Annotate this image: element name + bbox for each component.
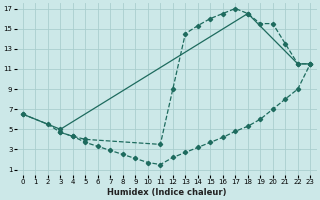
- X-axis label: Humidex (Indice chaleur): Humidex (Indice chaleur): [107, 188, 226, 197]
